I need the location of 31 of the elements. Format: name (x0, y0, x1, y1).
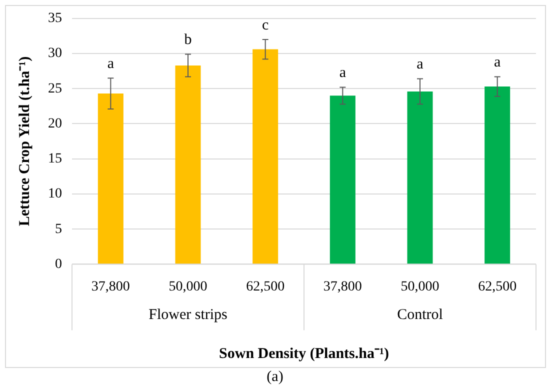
x-tick-label: 37,800 (91, 279, 130, 294)
x-tick-label: 62,500 (478, 279, 517, 294)
bar (98, 94, 124, 264)
text: Flower strips (148, 307, 228, 324)
x-tick-label: 50,000 (168, 279, 208, 294)
annotation: a (107, 56, 114, 72)
y-tick-label: 20 (48, 116, 62, 132)
y-tick-label: 25 (48, 81, 62, 96)
bar (484, 86, 510, 264)
y-axis-title: Lettuce Crop Yield (t.ha⁻¹) (16, 56, 33, 226)
y-tick-label: 10 (48, 186, 62, 202)
y-tick-label: 15 (48, 152, 62, 167)
annotation: a (416, 56, 424, 73)
x-tick-label: 37,800 (323, 279, 362, 294)
x-axis-title: Sown Density (Plants.ha⁻¹) (219, 346, 389, 362)
bar (407, 91, 433, 264)
bar (175, 65, 201, 264)
bar (252, 49, 278, 264)
y-tick-label: 30 (48, 46, 62, 62)
bar (330, 96, 356, 264)
x-tick-label: 50,000 (400, 279, 440, 294)
y-tick-label: 35 (48, 11, 62, 26)
annotation: b (184, 32, 192, 48)
x-tick-label: 62,500 (246, 279, 285, 294)
annotation: c (262, 17, 269, 34)
text: (a) (266, 368, 284, 385)
y-tick-label: 0 (55, 256, 62, 272)
text: Control (397, 307, 443, 324)
y-tick-label: 5 (55, 222, 62, 237)
annotation: a (339, 65, 346, 82)
annotation: a (494, 54, 501, 71)
